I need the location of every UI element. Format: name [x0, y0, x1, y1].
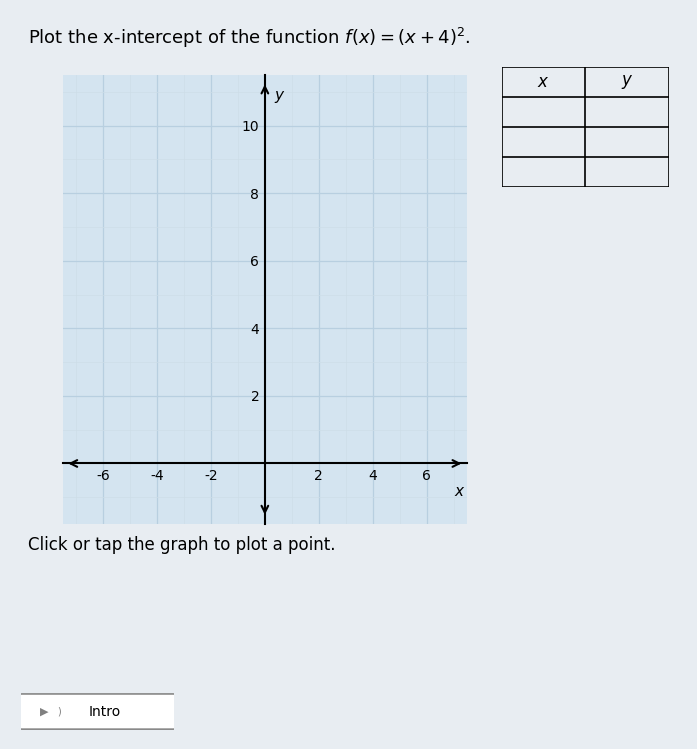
FancyBboxPatch shape	[20, 694, 176, 730]
Text: Plot the x-intercept of the function $f(x) = (x + 4)^{2}$.: Plot the x-intercept of the function $f(…	[28, 26, 470, 50]
Text: y: y	[275, 88, 283, 103]
Text: Click or tap the graph to plot a point.: Click or tap the graph to plot a point.	[28, 536, 335, 554]
Text: ): )	[57, 706, 61, 717]
Text: ▶: ▶	[40, 706, 48, 717]
Text: $y$: $y$	[621, 73, 634, 91]
Text: $x$: $x$	[537, 73, 550, 91]
Text: x: x	[454, 484, 464, 499]
Text: Intro: Intro	[89, 705, 121, 718]
